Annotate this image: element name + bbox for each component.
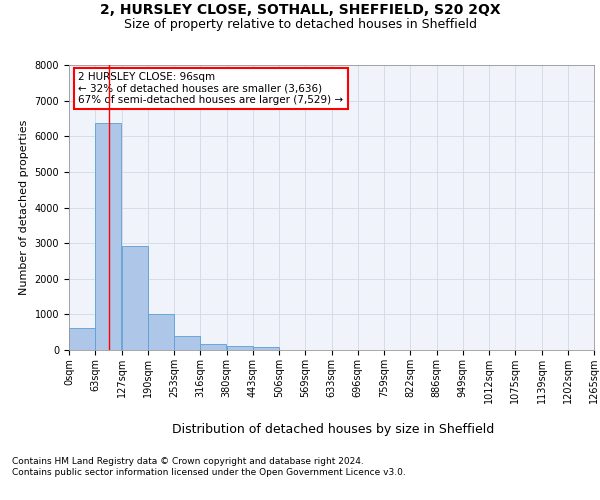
Bar <box>253 347 279 350</box>
Bar <box>200 344 226 350</box>
Bar <box>148 314 174 350</box>
Bar <box>95 122 121 350</box>
Text: Size of property relative to detached houses in Sheffield: Size of property relative to detached ho… <box>124 18 476 31</box>
Text: Distribution of detached houses by size in Sheffield: Distribution of detached houses by size … <box>172 422 494 436</box>
Bar <box>69 328 95 350</box>
Bar <box>174 336 200 350</box>
Bar <box>122 246 148 350</box>
Text: 2 HURSLEY CLOSE: 96sqm
← 32% of detached houses are smaller (3,636)
67% of semi-: 2 HURSLEY CLOSE: 96sqm ← 32% of detached… <box>79 72 344 106</box>
Y-axis label: Number of detached properties: Number of detached properties <box>19 120 29 295</box>
Text: 2, HURSLEY CLOSE, SOTHALL, SHEFFIELD, S20 2QX: 2, HURSLEY CLOSE, SOTHALL, SHEFFIELD, S2… <box>100 2 500 16</box>
Bar <box>227 346 253 350</box>
Text: Contains HM Land Registry data © Crown copyright and database right 2024.
Contai: Contains HM Land Registry data © Crown c… <box>12 458 406 477</box>
